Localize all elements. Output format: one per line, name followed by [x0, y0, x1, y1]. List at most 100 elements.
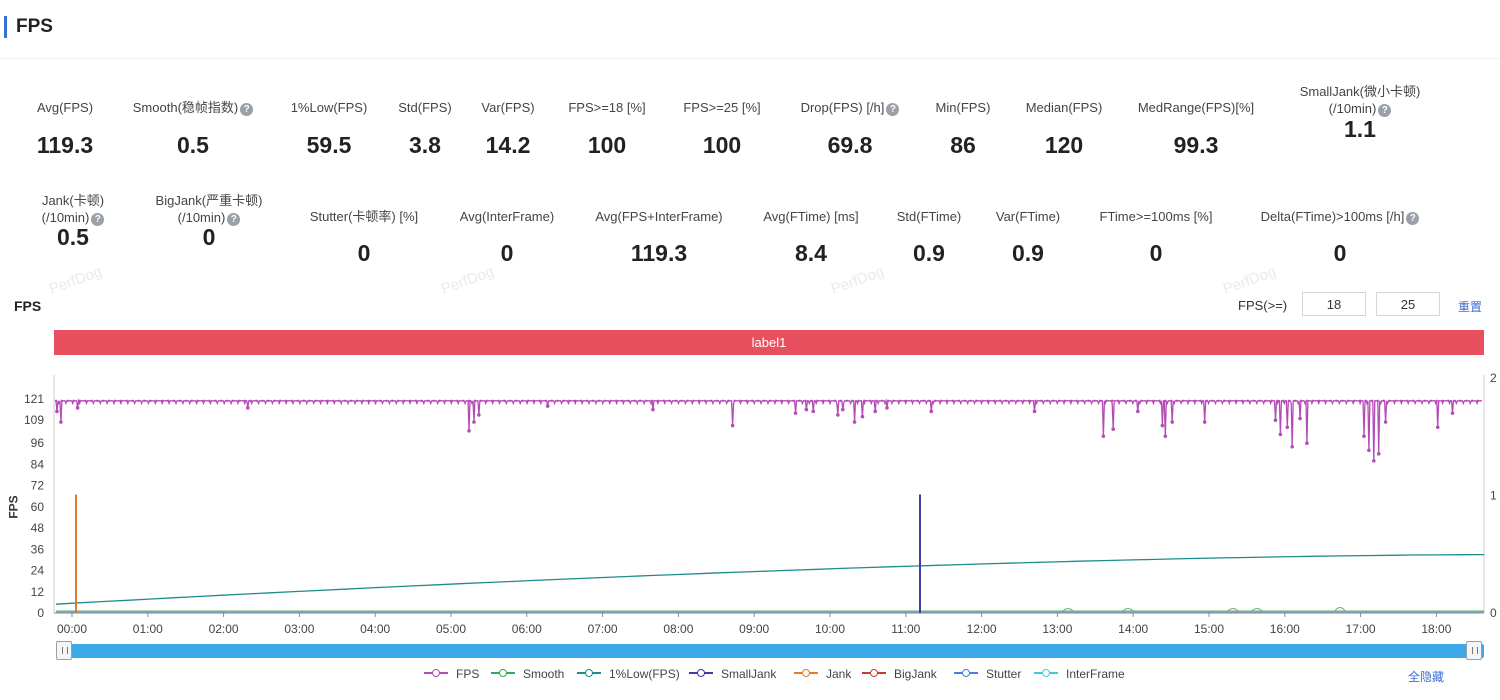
- fps-point: [279, 399, 282, 402]
- stat-fps-18: FPS>=18 [%] 100: [507, 99, 707, 159]
- fps-point: [314, 399, 317, 402]
- fps-dip-point: [793, 411, 798, 415]
- fps-point: [1264, 399, 1267, 402]
- fps-threshold-input-2[interactable]: [1376, 292, 1440, 316]
- help-icon[interactable]: ?: [240, 103, 254, 116]
- fps-point: [397, 399, 400, 402]
- fps-point: [509, 399, 512, 402]
- legend-label: FPS: [456, 667, 480, 681]
- fps-point: [1140, 399, 1143, 402]
- stat-fps-25: FPS>=25 [%] 100: [622, 99, 822, 159]
- legend-item-1-low-fps[interactable]: 1%Low(FPS): [577, 667, 680, 681]
- fps-point: [1223, 399, 1226, 402]
- legend-label: Jank: [826, 667, 852, 681]
- legend-item-fps[interactable]: FPS: [424, 667, 479, 681]
- watermark: PerfDog: [46, 263, 105, 298]
- fps-point: [332, 399, 335, 402]
- legend-item-stutter[interactable]: Stutter: [954, 667, 1021, 681]
- fps-dip-point: [873, 409, 878, 414]
- fps-point: [107, 399, 111, 402]
- reset-button[interactable]: 重置: [1458, 300, 1483, 314]
- fps-point: [1347, 399, 1350, 402]
- fps-point: [1187, 399, 1191, 402]
- legend-swatch-icon: [689, 669, 713, 677]
- fps-point: [857, 399, 860, 402]
- fps-point: [1423, 399, 1427, 402]
- x-tick-label: 14:00: [1118, 622, 1148, 636]
- slider-handle-right[interactable]: [1466, 641, 1482, 660]
- stat-value: 14.2: [485, 132, 531, 158]
- stat-label: MedRange(FPS)[%]: [1137, 100, 1255, 115]
- stat-smalljank: SmallJank(微小卡顿) (/10min)? 1.1: [1260, 83, 1460, 143]
- fps-point: [1040, 399, 1043, 402]
- fps-point: [703, 399, 707, 402]
- legend-item-interframe[interactable]: InterFrame: [1034, 667, 1125, 681]
- fps-dip-point: [1450, 411, 1455, 415]
- fps-dip-point: [1135, 409, 1140, 414]
- slider-handle-left[interactable]: [56, 641, 72, 660]
- x-tick-label: 03:00: [284, 622, 314, 636]
- fps-threshold-input-1[interactable]: [1302, 292, 1366, 316]
- fps-dip-point: [885, 406, 889, 410]
- fps-point: [733, 399, 736, 402]
- series-fps-line: [55, 398, 1482, 461]
- fps-dip-point: [472, 420, 476, 424]
- stat-value: 0: [202, 224, 216, 250]
- fps-point: [456, 399, 459, 402]
- x-tick-label: 08:00: [663, 622, 693, 636]
- fps-point: [84, 399, 87, 402]
- legend-item-smalljank[interactable]: SmallJank: [689, 667, 776, 681]
- fps-point: [839, 399, 842, 402]
- help-icon[interactable]: ?: [91, 213, 105, 226]
- fps-point: [550, 399, 553, 402]
- stat-label: FTime>=100ms [%]: [1099, 209, 1213, 224]
- fps-point: [1476, 399, 1480, 402]
- help-icon[interactable]: ?: [227, 213, 241, 226]
- series-1pct-low-line: [55, 553, 1485, 605]
- stat-value: 59.5: [306, 132, 352, 158]
- label-bar[interactable]: label1: [54, 330, 1484, 355]
- fps-point: [1087, 399, 1090, 402]
- fps-point: [1234, 399, 1238, 402]
- fps-point: [485, 399, 488, 402]
- stat-var-fps: Var(FPS) 14.2: [408, 99, 608, 159]
- fps-point: [1116, 399, 1120, 402]
- fps-dip-point: [651, 407, 655, 412]
- fps-point: [1406, 399, 1409, 402]
- fps-point: [1305, 399, 1309, 402]
- legend-item-bigjank[interactable]: BigJank: [862, 667, 937, 681]
- fps-point: [674, 399, 677, 402]
- legend-item-jank[interactable]: Jank: [794, 667, 851, 681]
- stat-value: 0: [1333, 240, 1347, 266]
- fps-point: [196, 399, 199, 402]
- stat-label: FPS>=25 [%]: [683, 100, 761, 115]
- small-bump: [1333, 607, 1347, 613]
- stat-label: Delta(FTime)>100ms [/h]?: [1240, 208, 1440, 225]
- fps-point: [1152, 399, 1155, 402]
- fps-point: [190, 399, 193, 402]
- x-tick-label: 18:00: [1421, 622, 1451, 636]
- fps-point: [308, 399, 311, 402]
- fps-point: [939, 399, 943, 402]
- fps-point: [998, 399, 1002, 402]
- stat-min-fps: Min(FPS) 86: [863, 99, 1063, 159]
- fps-dip-point: [1170, 420, 1175, 424]
- x-tick-label: 00:00: [57, 622, 87, 636]
- fps-point: [1046, 399, 1049, 402]
- help-icon[interactable]: ?: [1406, 212, 1420, 225]
- stat-avg-fps: Avg(FPS) 119.3: [0, 99, 165, 159]
- stat-avg-ftime-ms: Avg(FTime) [ms] 8.4: [711, 208, 911, 267]
- help-icon[interactable]: ?: [886, 103, 900, 116]
- fps-point: [715, 399, 719, 402]
- legend-item-smooth[interactable]: Smooth: [491, 667, 564, 681]
- time-range-slider[interactable]: [56, 644, 1484, 658]
- x-tick-label: 13:00: [1042, 622, 1072, 636]
- fps-point: [727, 399, 730, 402]
- fps-point: [444, 399, 447, 402]
- stat-label-unit: (/10min)?: [109, 209, 309, 226]
- hide-all-button[interactable]: 全隐藏: [1408, 670, 1445, 684]
- fps-point: [461, 399, 465, 402]
- help-icon[interactable]: ?: [1378, 104, 1392, 117]
- small-bump: [1226, 608, 1240, 613]
